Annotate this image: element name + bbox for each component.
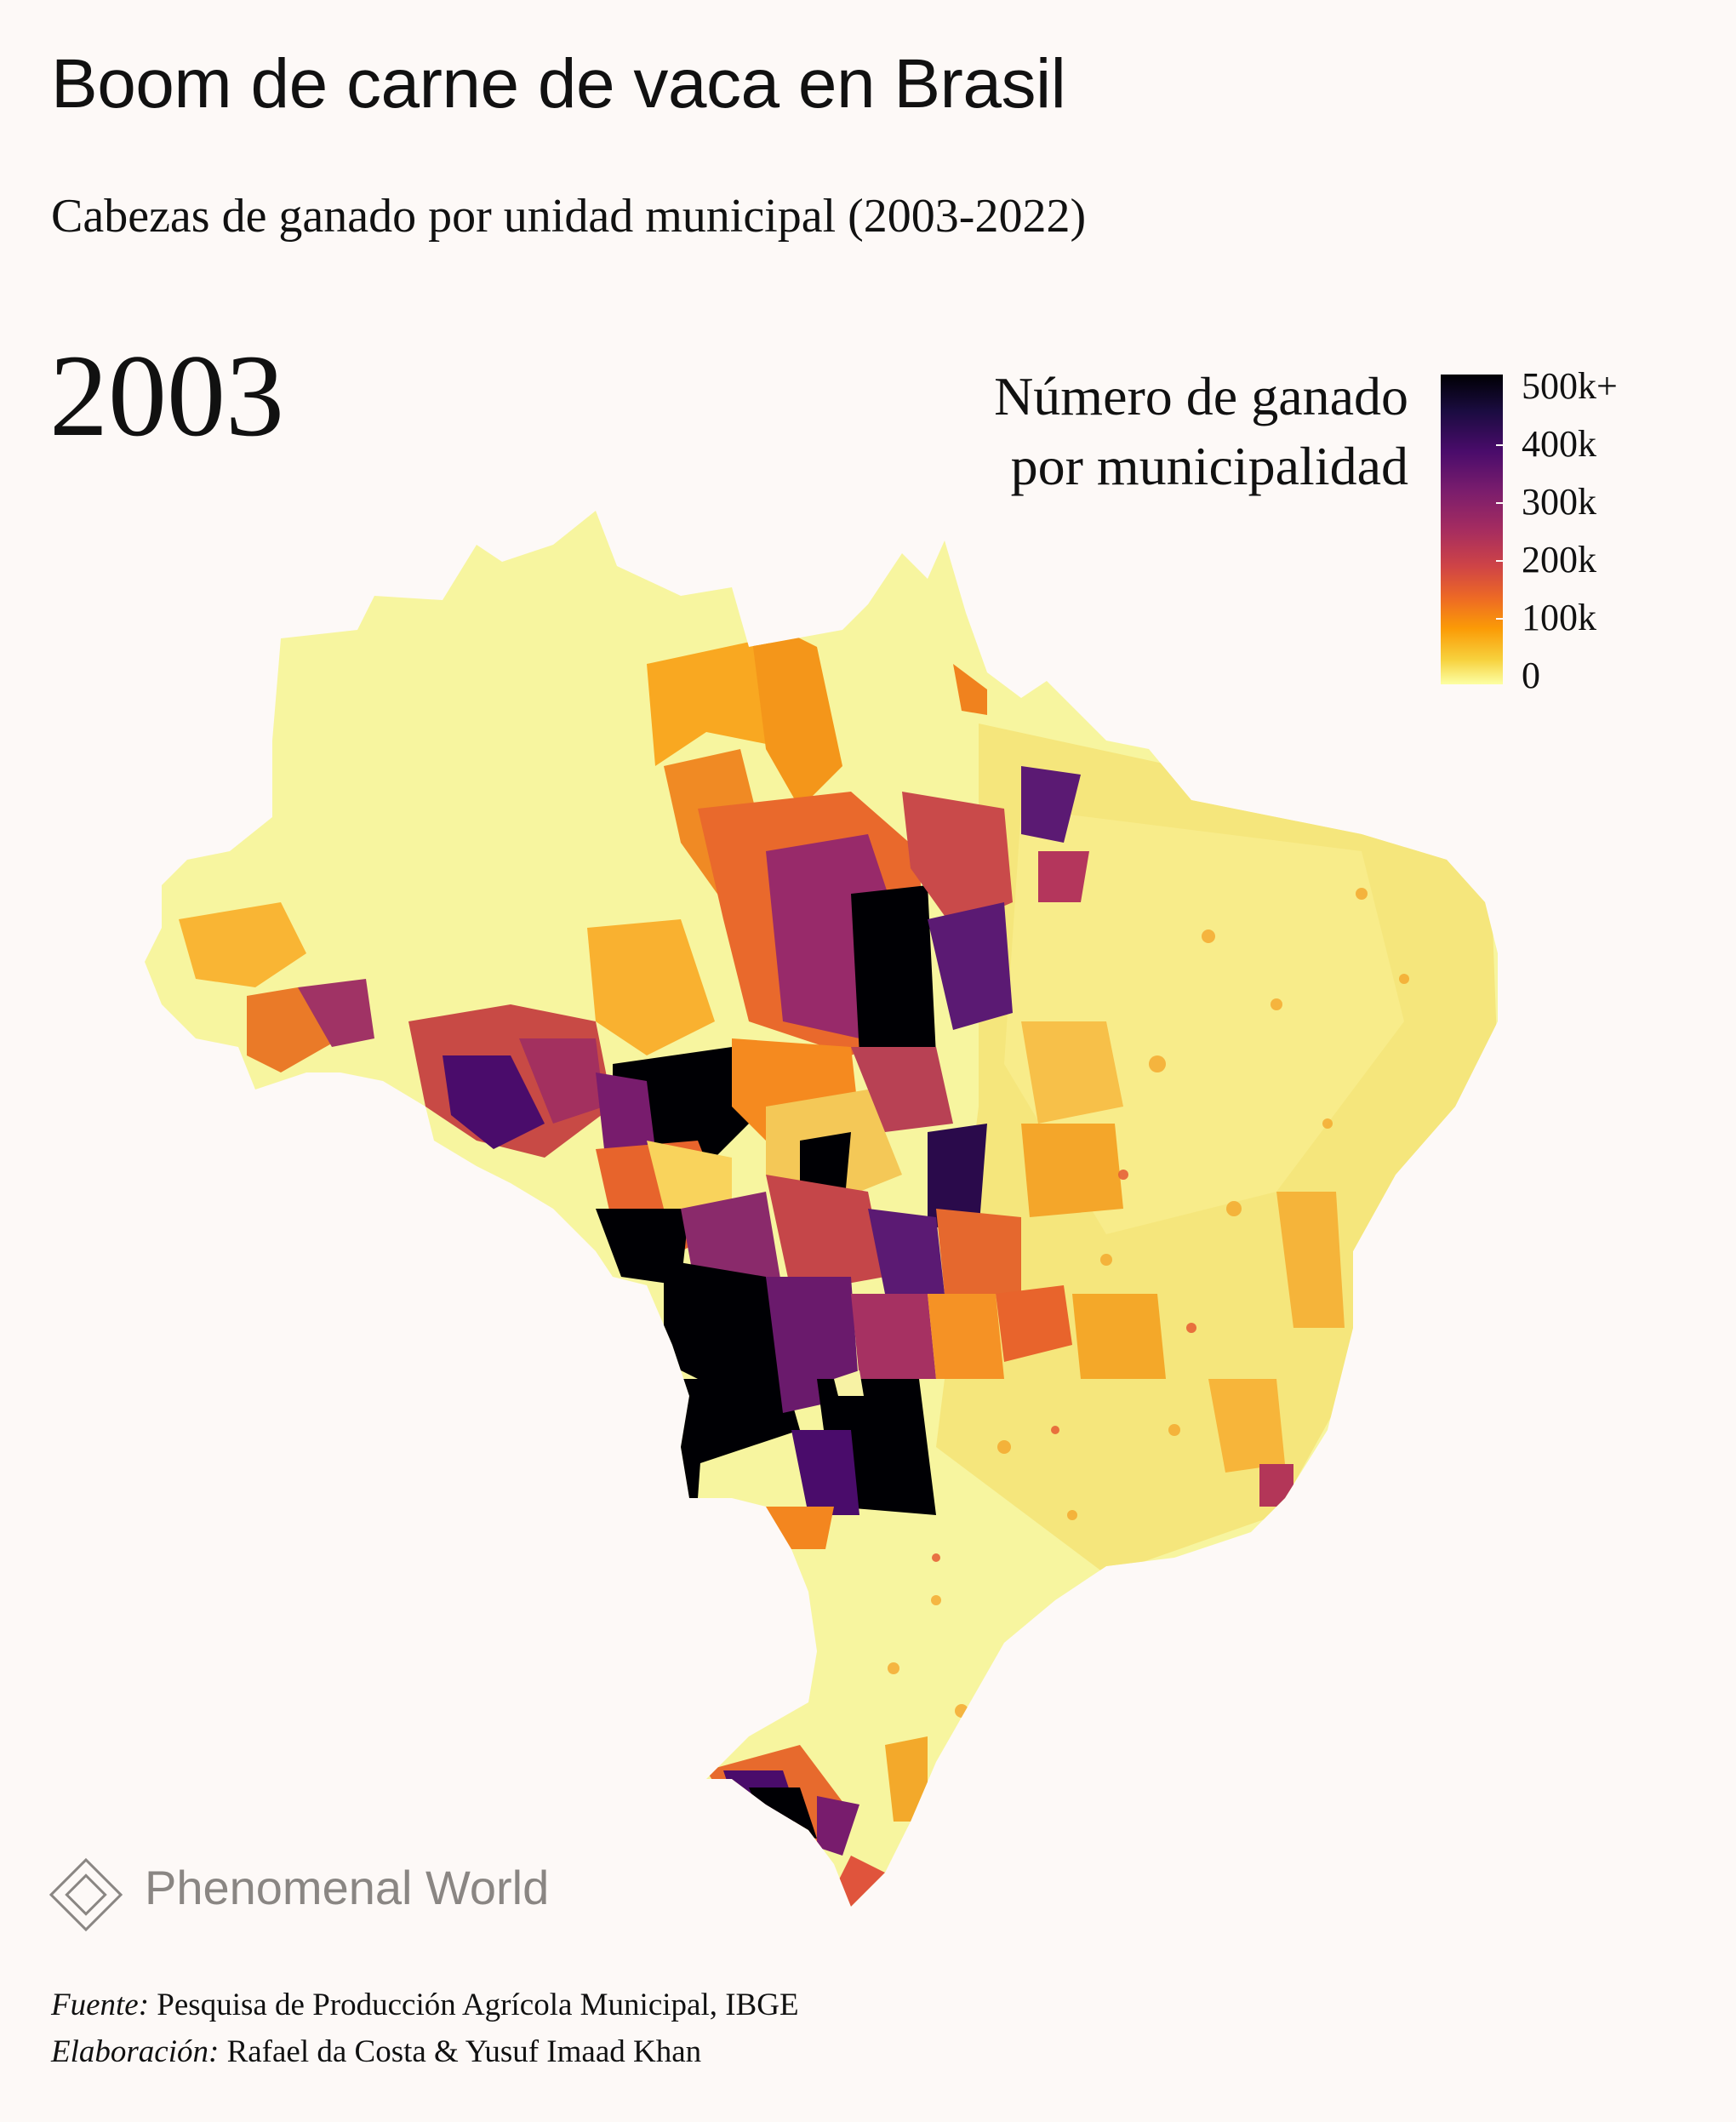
legend-tick-mark [1496,560,1506,562]
legend-tick-mark [1496,502,1506,504]
author-line: Elaboración: Rafael da Costa & Yusuf Ima… [51,2028,799,2075]
credits: Fuente: Pesquisa de Producción Agrícola … [51,1982,799,2075]
author-text: Rafael da Costa & Yusuf Imaad Khan [226,2034,702,2069]
legend-tick-200k: 200k [1522,539,1596,581]
legend-tick-300k: 300k [1522,481,1596,523]
legend-tick-mark [1496,618,1506,620]
legend-tick-100k: 100k [1522,597,1596,638]
author-label: Elaboración: [51,2034,220,2069]
logo-diamond-icon [49,1857,123,1932]
legend-tick-mark [1496,444,1506,446]
legend-tick-0: 0 [1522,655,1540,696]
legend-color-bar [1441,375,1503,684]
source-line: Fuente: Pesquisa de Producción Agrícola … [51,1982,799,2028]
legend-tick-500k: 500k+ [1522,365,1618,407]
source-text: Pesquisa de Producción Agrícola Municipa… [157,1988,799,2022]
chart-title: Boom de carne de vaca en Brasil [51,45,1066,123]
year-label: 2003 [49,330,284,460]
legend-tick-400k: 400k [1522,423,1596,465]
logo-text: Phenomenal World [145,1861,550,1914]
source-label: Fuente: [51,1988,150,2022]
chart-subtitle: Cabezas de ganado por unidad municipal (… [51,190,1087,243]
legend-title-line2: por municipalidad [1010,436,1408,496]
logo-mark [51,1862,128,1913]
legend-title-line1: Número de ganado [994,366,1408,426]
brand-logo: Phenomenal World [51,1860,549,1915]
legend-title: Número de ganado por municipalidad [994,362,1408,501]
